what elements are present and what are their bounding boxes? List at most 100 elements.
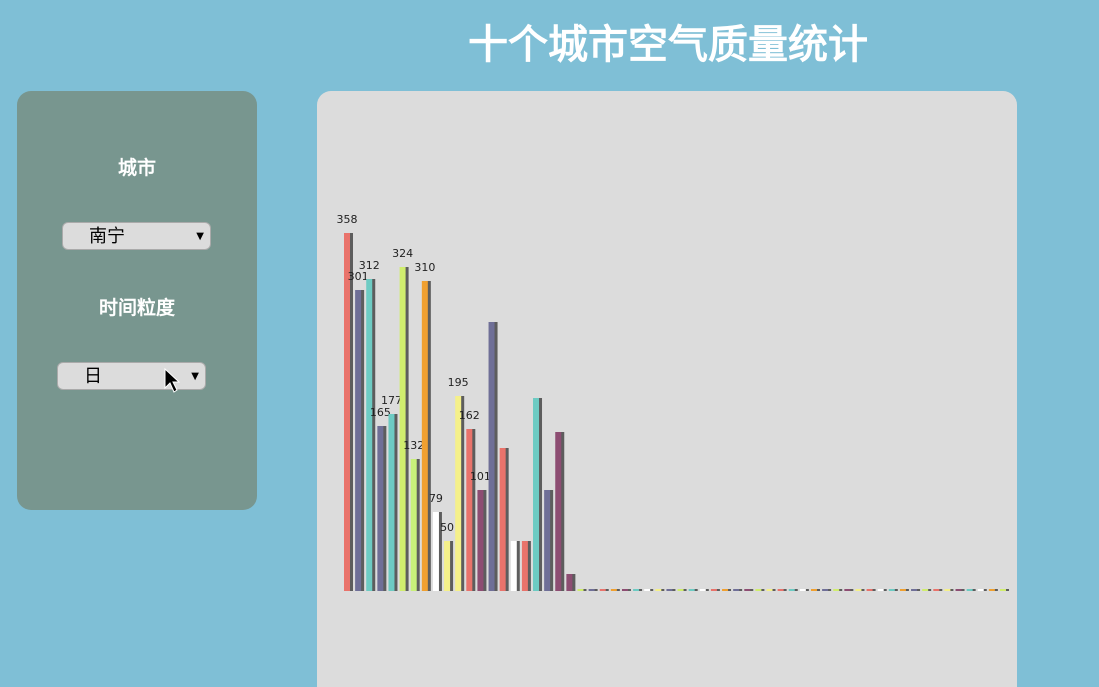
bar: [566, 574, 573, 591]
bar: [499, 448, 506, 591]
bar: [366, 279, 373, 591]
bar: [644, 589, 651, 591]
value-label: 101: [470, 470, 491, 483]
bar: [710, 589, 717, 591]
bar: [544, 490, 551, 591]
bar: [788, 589, 795, 591]
bar: [799, 589, 806, 591]
bar: [922, 589, 929, 591]
bar-shadow: [702, 589, 709, 591]
granularity-select[interactable]: 日 ▼: [57, 362, 206, 390]
bar: [421, 281, 428, 591]
bar: [377, 426, 384, 591]
bar: [444, 541, 451, 591]
bar: [744, 589, 751, 591]
bar: [533, 398, 540, 591]
page-title: 十个城市空气质量统计: [468, 22, 868, 67]
dropdown-arrow: ▼: [191, 371, 199, 382]
bar-shadow: [736, 589, 743, 591]
bar: [944, 589, 951, 591]
bar-shadow: [447, 541, 454, 591]
value-label: 358: [337, 213, 358, 226]
bar: [855, 589, 862, 591]
bar: [666, 589, 673, 591]
chart-panel: 358 301 312 165 177 324 132 310 79 50 195 162 101: [317, 91, 1017, 687]
bar: [844, 589, 851, 591]
bar: [888, 589, 895, 591]
bar: [399, 267, 406, 591]
bar: [688, 589, 695, 591]
bar: [911, 589, 918, 591]
bar-shadow: [358, 290, 365, 591]
bar: [766, 589, 773, 591]
bar: [466, 429, 473, 591]
bar: [410, 459, 417, 591]
bar: [610, 589, 617, 591]
bar: [599, 589, 606, 591]
bar: [966, 589, 973, 591]
bar: [355, 290, 362, 591]
value-label: 310: [414, 261, 435, 274]
bar: [577, 589, 584, 591]
bar: [477, 490, 484, 591]
bar: [521, 541, 528, 591]
bar: [733, 589, 740, 591]
bar: [933, 589, 940, 591]
value-label: 301: [348, 270, 369, 283]
bar: [655, 589, 662, 591]
bar: [810, 589, 817, 591]
bar-shadow: [402, 267, 409, 591]
bar-shadow: [524, 541, 531, 591]
bar: [833, 589, 840, 591]
mouse-cursor: [164, 368, 180, 393]
city-value: 南宁: [89, 226, 125, 247]
bar-shadow: [369, 279, 376, 591]
value-label: 312: [359, 259, 380, 272]
bar: [899, 589, 906, 591]
bar-shadow: [536, 398, 543, 591]
value-label: 132: [403, 439, 424, 452]
bar-shadow: [558, 432, 565, 591]
control-panel: 城市 南宁 ▼ 时间粒度 日 ▼: [17, 91, 257, 510]
bar: [988, 589, 995, 591]
bar-shadow: [435, 512, 442, 591]
value-label: 162: [459, 409, 480, 422]
value-label: 50: [440, 521, 454, 534]
bar: [877, 589, 884, 591]
bar: [777, 589, 784, 591]
bar-shadow: [547, 490, 554, 591]
bar: [755, 589, 762, 591]
bar: [722, 589, 729, 591]
value-label: 324: [392, 247, 413, 260]
granularity-value: 日: [84, 366, 102, 387]
bar: [977, 589, 984, 591]
bar: [1000, 589, 1006, 591]
bar: [588, 589, 595, 591]
bar-shadow: [713, 589, 720, 591]
bar: [510, 541, 517, 591]
value-label: 79: [429, 492, 443, 505]
value-label: 195: [448, 376, 469, 389]
bar: [555, 432, 562, 591]
city-label: 城市: [117, 158, 156, 179]
bar: [344, 233, 350, 591]
bar: [488, 322, 495, 591]
bar: [699, 589, 706, 591]
city-select[interactable]: 南宁 ▼: [62, 222, 211, 250]
bar: [388, 414, 395, 591]
value-label: 177: [381, 394, 402, 407]
bar: [866, 589, 873, 591]
granularity-label: 时间粒度: [98, 298, 175, 319]
bar: [633, 589, 640, 591]
bar: [822, 589, 829, 591]
bar: [955, 589, 962, 591]
bar: [621, 589, 628, 591]
value-label: 165: [370, 406, 391, 419]
dropdown-arrow: ▼: [196, 231, 204, 242]
bar: [677, 589, 684, 591]
bar: [432, 512, 439, 591]
bar-shadow: [725, 589, 732, 591]
bar-shadow: [458, 396, 465, 591]
